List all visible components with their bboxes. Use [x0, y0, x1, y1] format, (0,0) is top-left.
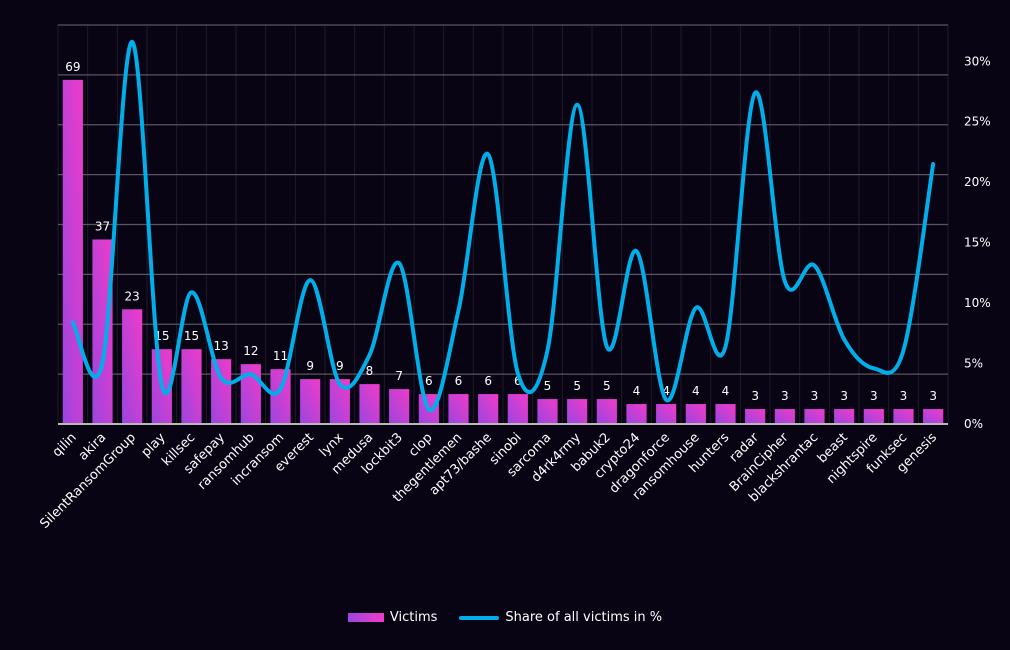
bar-data-label: 6 [455, 374, 463, 388]
bar-blackshrantac[interactable] [804, 409, 825, 424]
bar-BrainCipher[interactable] [774, 409, 795, 424]
bar-data-label: 4 [633, 384, 641, 398]
bar-data-label: 3 [751, 389, 759, 403]
line-series-share [70, 39, 936, 413]
bar-killsec[interactable] [181, 349, 202, 424]
right-axis-tick-labels: 0% 5% 10% 15% 20% 25% 30% [964, 54, 991, 431]
bar-safepay[interactable] [211, 359, 232, 424]
bar-data-label: 12 [243, 344, 258, 358]
legend-label-victims: Victims [389, 610, 438, 625]
bar-akira[interactable] [92, 239, 113, 424]
bar-data-label: 9 [336, 359, 344, 373]
bar-d4rk4rmy[interactable] [567, 399, 588, 424]
bar-data-label: 6 [425, 374, 433, 388]
right-axis-tick-label: 20% [964, 175, 991, 189]
right-axis-tick-label: 30% [964, 54, 991, 68]
bar-data-label: 3 [811, 389, 819, 403]
bar-data-label: 11 [273, 349, 288, 363]
bar-data-label: 3 [870, 389, 878, 403]
bar-data-label: 9 [306, 359, 314, 373]
bar-data-label: 4 [692, 384, 700, 398]
bar-data-label: 5 [603, 379, 611, 393]
bar-data-label: 8 [366, 364, 374, 378]
right-axis-tick-label: 15% [964, 236, 991, 250]
bar-incransom[interactable] [270, 369, 291, 424]
bar-qilin[interactable] [62, 79, 83, 425]
legend-item-share[interactable]: Share of all victims in % [459, 610, 662, 625]
bar-data-label: 23 [125, 289, 140, 303]
legend-swatch-line [459, 615, 500, 620]
bar-lockbit3[interactable] [389, 389, 410, 424]
bar-medusa[interactable] [359, 384, 380, 424]
bar-data-label: 13 [214, 339, 229, 353]
bar-nightspire[interactable] [863, 409, 884, 424]
bar-data-label: 4 [722, 384, 730, 398]
right-axis-tick-label: 10% [964, 296, 991, 310]
bar-data-label: 3 [900, 389, 908, 403]
legend-item-victims[interactable]: Victims [347, 610, 438, 625]
bar-sinobi[interactable] [507, 394, 528, 424]
bar-dragonforce[interactable] [656, 404, 677, 424]
legend-label-share: Share of all victims in % [505, 610, 663, 625]
bar-data-label: 6 [514, 374, 522, 388]
bar-SilentRansomGroup[interactable] [122, 309, 143, 424]
bar-data-label: 37 [95, 219, 110, 233]
bar-everest[interactable] [300, 379, 321, 424]
bar-beast[interactable] [834, 409, 855, 424]
bar-apt73/bashe[interactable] [478, 394, 499, 424]
category-label: qilin [50, 430, 80, 460]
bar-ransomhouse[interactable] [685, 404, 706, 424]
right-axis-tick-label: 25% [964, 115, 991, 129]
bar-genesis[interactable] [923, 409, 944, 424]
legend: Victims Share of all victims in % [0, 610, 1010, 625]
right-axis-tick-label: 5% [964, 357, 983, 371]
bar-data-label: 7 [395, 369, 403, 383]
bar-data-label: 15 [184, 329, 199, 343]
legend-swatch-bar [347, 613, 384, 622]
bar-data-label: 6 [484, 374, 492, 388]
bar-data-label: 3 [929, 389, 937, 403]
bar-lynx[interactable] [329, 379, 350, 424]
bar-data-label: 5 [544, 379, 552, 393]
bar-data-label: 69 [65, 60, 80, 74]
bar-data-label: 5 [573, 379, 581, 393]
bar-hunters[interactable] [715, 404, 736, 424]
bar-series-victims [62, 79, 944, 425]
bar-data-label: 4 [662, 384, 670, 398]
bar-crypto24[interactable] [626, 404, 647, 424]
bar-data-label: 3 [781, 389, 789, 403]
right-axis-tick-label: 0% [964, 417, 983, 431]
bar-thegentlemen[interactable] [448, 394, 469, 424]
bar-funksec[interactable] [893, 409, 914, 424]
bar-data-label: 3 [840, 389, 848, 403]
bar-sarcoma[interactable] [537, 399, 558, 424]
bar-babuk2[interactable] [596, 399, 617, 424]
bar-radar[interactable] [745, 409, 766, 424]
